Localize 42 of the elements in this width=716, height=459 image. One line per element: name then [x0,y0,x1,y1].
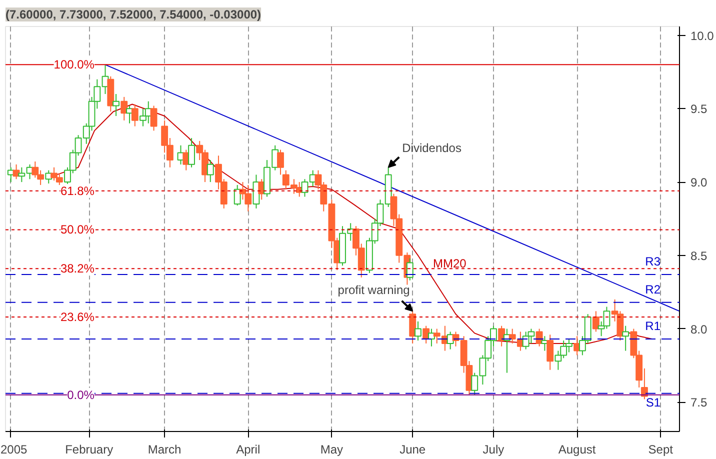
annotation: 50.0% [60,222,95,237]
candlestick [414,320,422,342]
annotation: Dividendos [402,141,462,156]
chart-title: (7.60000, 7.73000, 7.52000, 7.54000, -0.03000) [6,8,262,22]
x-tick-label: 2005 [0,442,28,456]
candlestick [234,184,241,206]
x-tick-label: March [148,442,182,456]
candlestick [622,325,630,352]
x-tick-label: August [558,442,596,456]
x-tick-label: February [65,442,114,456]
x-tick-label: April [236,442,260,456]
ref-line-label: R2 [645,282,661,296]
y-tick-label: 8.0 [690,322,708,336]
candlestick [277,149,284,176]
ref-line-label: R3 [645,254,661,268]
candlestick [112,94,120,117]
y-tick-label: 9.5 [690,102,708,116]
annotation: 0.0% [67,388,95,402]
candlestick [546,334,554,370]
series-label: MM20 [432,256,467,270]
x-tick-label: Sept [648,442,674,456]
candlestick [150,105,158,132]
y-tick-label: 8.5 [690,248,708,263]
annotation: 38.2% [60,262,95,276]
x-tick-label: July [482,442,504,456]
candlestick [120,96,128,121]
x-tick-label: May [320,442,344,456]
annotation: profit warning [338,282,410,297]
candlestick [188,138,195,168]
x-tick-label: June [400,442,426,456]
ref-line-label: R1 [645,319,661,334]
y-tick-label: 10.0 [690,28,714,43]
ref-line-label: S1 [646,395,661,410]
candlestick [409,310,416,344]
candlestick [206,160,214,183]
candlestick [592,310,600,332]
candlestick [131,104,138,127]
annotation: 61.8% [60,184,95,198]
annotation: 23.6% [60,310,95,324]
annotation: 100.0% [54,58,95,72]
y-tick-label: 7.5 [690,396,708,410]
y-tick-label: 9.0 [690,176,708,190]
